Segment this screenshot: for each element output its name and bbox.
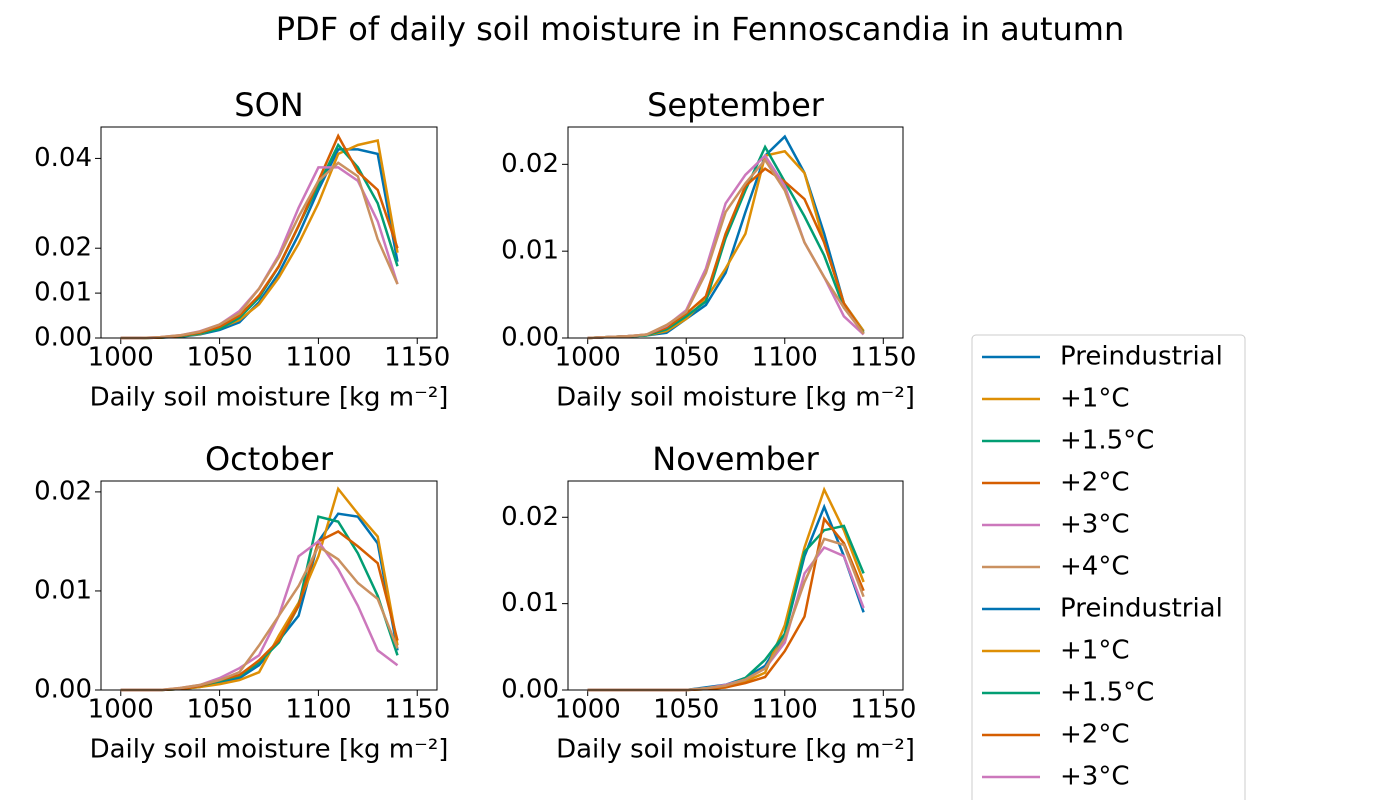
legend-label: +3°C [1060,762,1129,792]
x-tick-label: 1100 [285,343,351,373]
legend-label: +1.5°C [1060,678,1154,708]
legend-label: +2°C [1060,720,1129,750]
x-axis-label: Daily soil moisture [kg m⁻²] [556,735,915,765]
subplot-title: October [205,440,334,478]
y-tick-label: 0.02 [34,476,92,506]
x-tick-label: 1050 [187,695,253,725]
legend-label: +1.5°C [1060,426,1154,456]
axes-frame [567,126,904,339]
axes-frame [567,480,904,691]
legend-label: Preindustrial [1060,342,1223,372]
series-line [120,161,399,340]
x-axis-label: Daily soil moisture [kg m⁻²] [556,383,915,413]
y-tick-label: 0.00 [34,675,92,705]
x-tick-label: 1100 [285,695,351,725]
x-tick-label: 1150 [850,343,916,373]
y-tick-label: 0.00 [34,323,92,353]
subplot-title: September [647,86,825,124]
y-tick-label: 0.01 [501,588,559,618]
x-tick-label: 1150 [384,695,450,725]
x-tick-label: 1000 [88,695,154,725]
y-tick-label: 0.00 [501,323,559,353]
legend-label: +3°C [1060,510,1129,540]
x-tick-label: 1000 [555,343,621,373]
x-tick-label: 1100 [752,695,818,725]
legend-label: +1°C [1060,384,1129,414]
x-tick-label: 1050 [653,695,719,725]
x-tick-label: 1000 [555,695,621,725]
x-tick-label: 1150 [850,695,916,725]
figure-title: PDF of daily soil moisture in Fennoscand… [276,10,1124,48]
x-tick-label: 1050 [187,343,253,373]
legend-label: +1°C [1060,636,1129,666]
series-line [587,157,865,340]
x-tick-label: 1150 [384,343,450,373]
x-tick-label: 1050 [653,343,719,373]
legend-label: Preindustrial [1060,594,1223,624]
y-tick-label: 0.02 [501,502,559,532]
subplot-title: SON [234,86,303,124]
y-tick-label: 0.04 [34,143,92,173]
legend-box [971,334,1246,800]
series-line [120,544,399,692]
y-tick-label: 0.01 [34,575,92,605]
legend-label: +4°C [1060,552,1129,582]
x-tick-label: 1100 [752,343,818,373]
axes-frame [100,126,438,339]
y-tick-label: 0.02 [501,149,559,179]
axes-frame [100,480,438,691]
x-axis-label: Daily soil moisture [kg m⁻²] [90,735,449,765]
y-tick-label: 0.00 [501,675,559,705]
x-tick-label: 1000 [88,343,154,373]
y-tick-label: 0.01 [501,236,559,266]
x-axis-label: Daily soil moisture [kg m⁻²] [90,383,449,413]
legend-label: +2°C [1060,468,1129,498]
subplot-title: November [652,440,819,478]
y-tick-label: 0.01 [34,278,92,308]
y-tick-label: 0.02 [34,233,92,263]
